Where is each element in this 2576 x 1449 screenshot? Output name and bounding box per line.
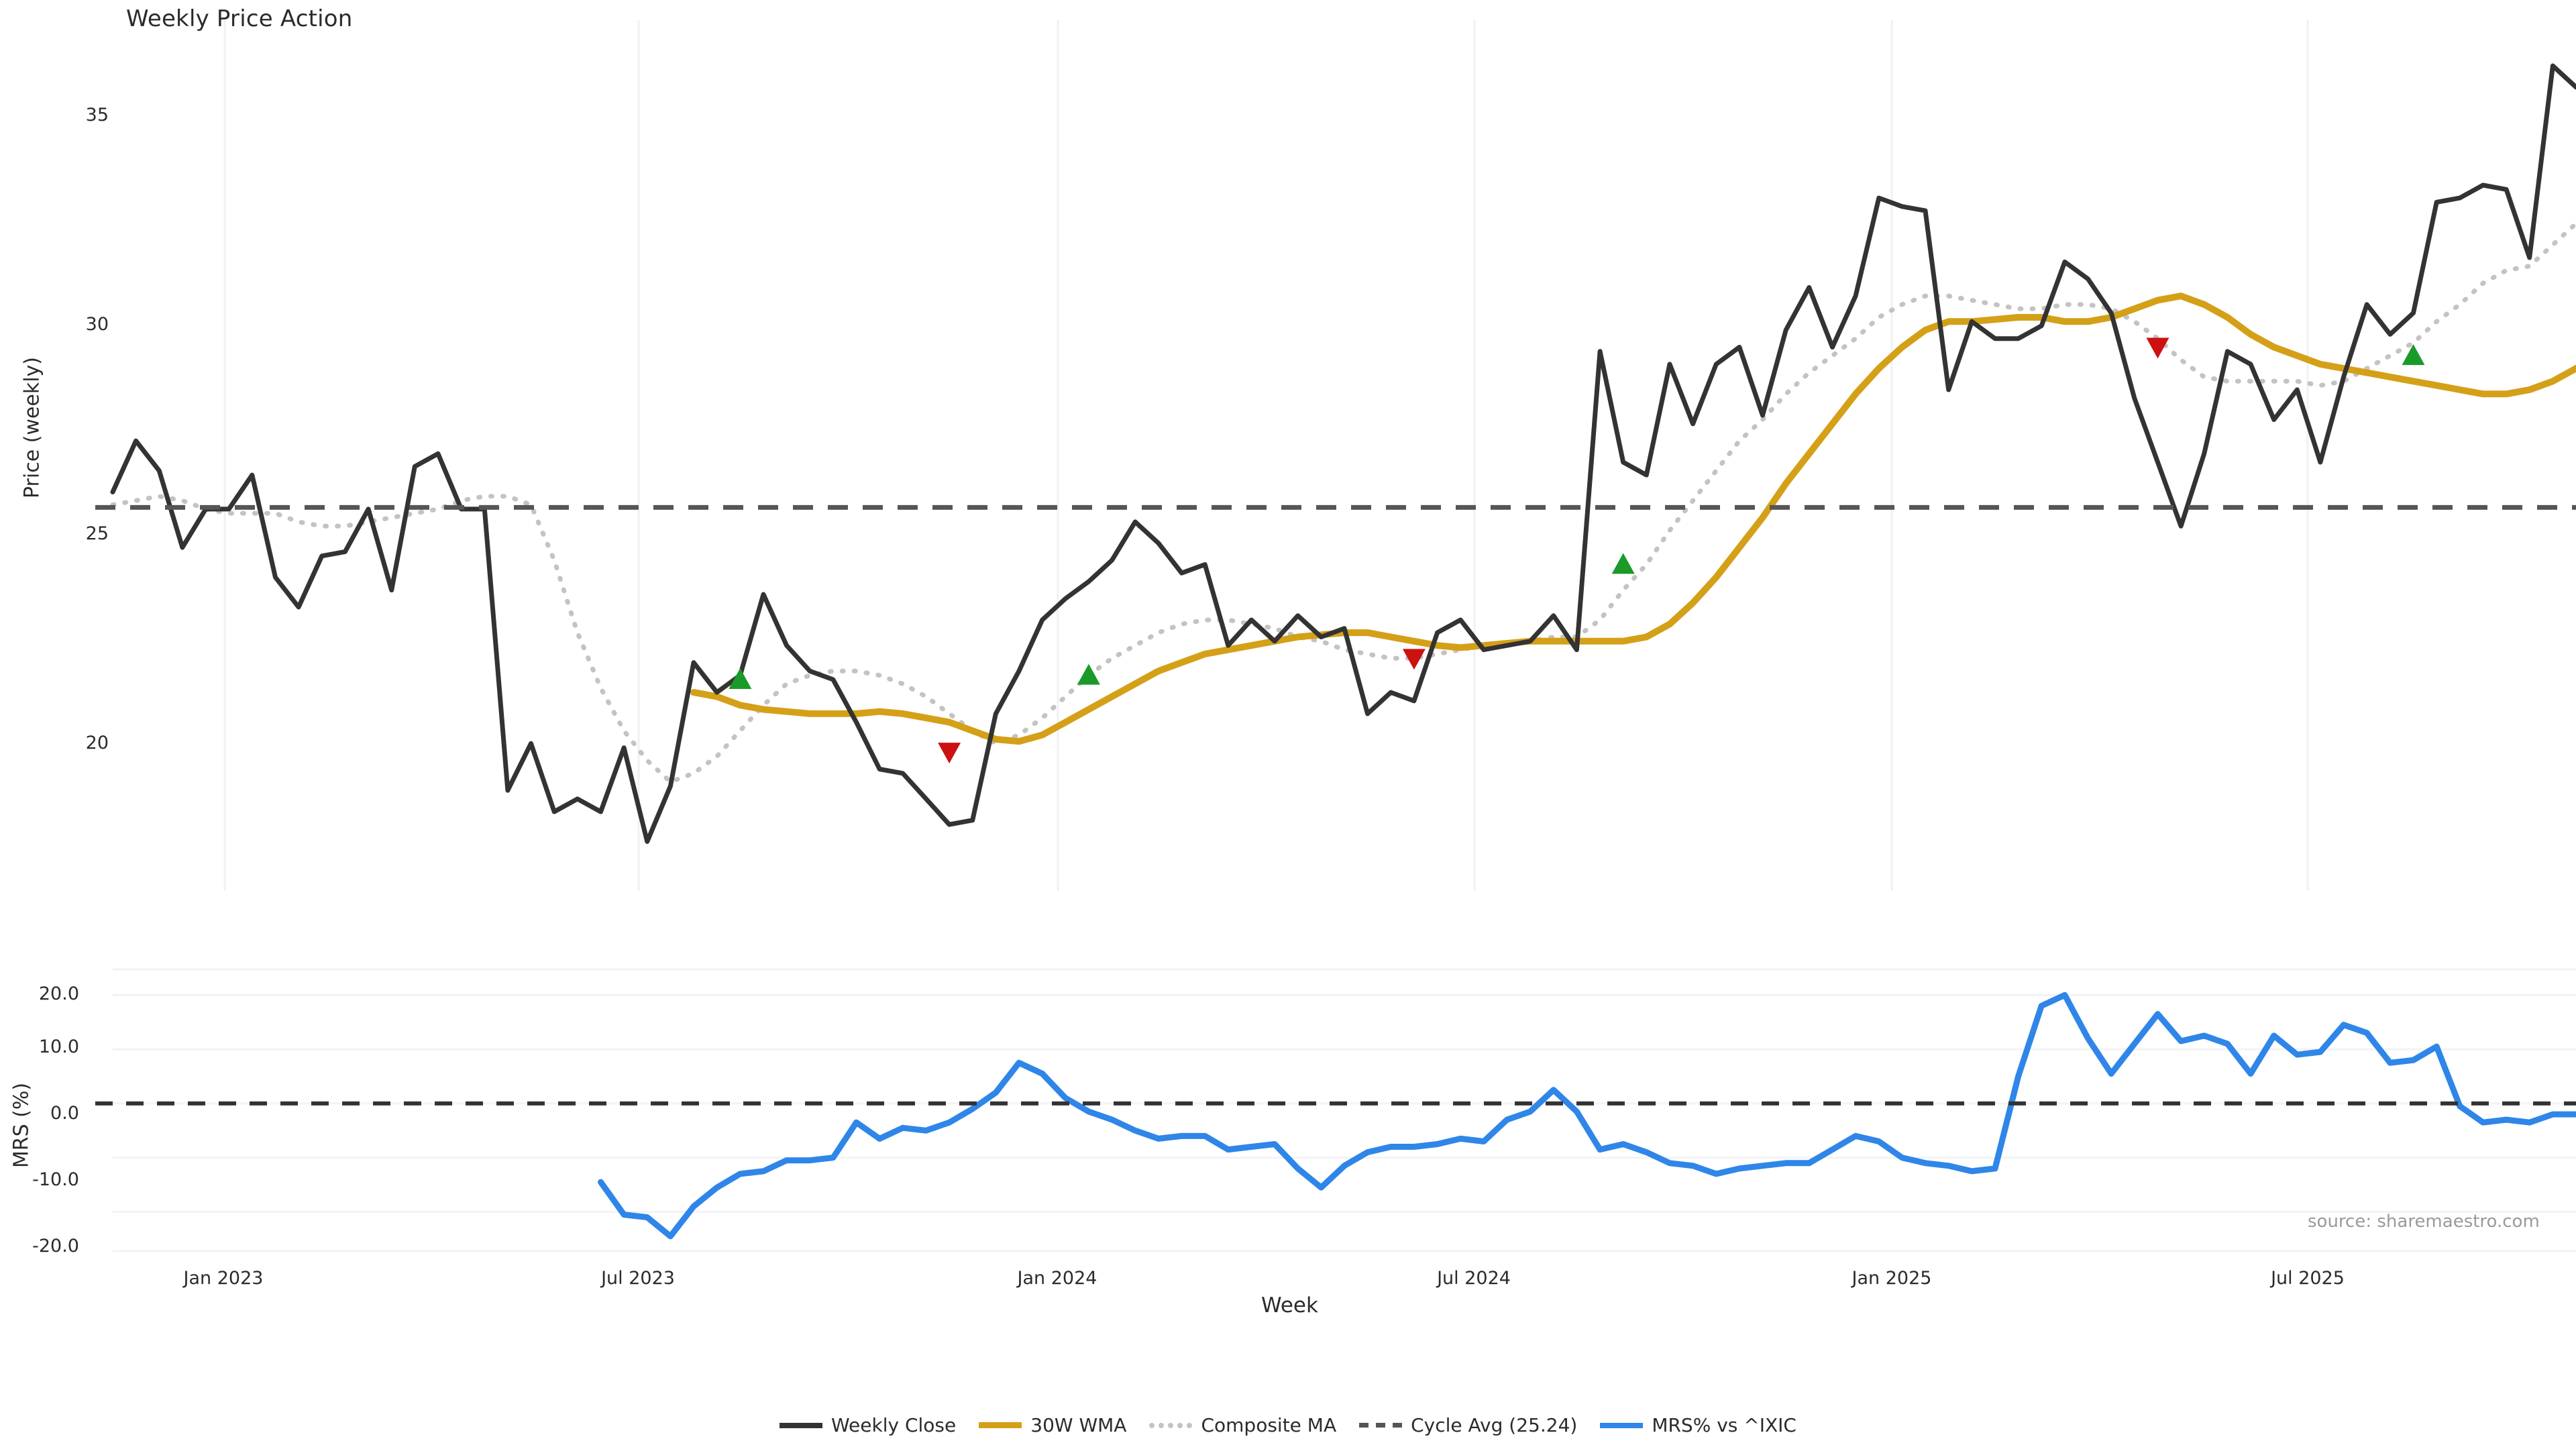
legend-item-composite-ma[interactable]: Composite MA <box>1149 1414 1336 1436</box>
xtick-jan-2025: Jan 2025 <box>1851 1268 1932 1289</box>
line-swatch-icon <box>780 1422 822 1428</box>
xtick-jul-2025: Jul 2025 <box>2271 1268 2345 1289</box>
xtick-jul-2023: Jul 2023 <box>601 1268 675 1289</box>
price-ytick-25: 25 <box>85 523 109 544</box>
price-ytick-20: 20 <box>85 733 109 753</box>
price-series-group <box>110 63 2576 844</box>
mrs-ytick-10: 10.0 <box>38 1036 79 1057</box>
weekly-close-line <box>110 63 2576 844</box>
buy-marker-6[interactable] <box>2402 344 2425 366</box>
line-swatch-icon <box>1600 1422 1644 1428</box>
line-swatch-icon <box>979 1422 1022 1428</box>
signal-markers-group <box>729 337 2425 764</box>
buy-marker-2[interactable] <box>1077 663 1100 685</box>
price-gridlines <box>223 20 2309 891</box>
sell-marker-1[interactable] <box>938 743 961 764</box>
x-axis-label: Week <box>1261 1293 1318 1318</box>
sell-marker-3[interactable] <box>1402 649 1426 670</box>
xtick-jan-2023: Jan 2023 <box>183 1268 264 1289</box>
legend-item-weekly-close[interactable]: Weekly Close <box>780 1414 956 1436</box>
wma-line <box>690 292 2576 745</box>
mrs-ytick-0: 0.0 <box>50 1103 79 1124</box>
mrs-gridlines <box>113 968 2576 1252</box>
mrs-ytick-20: 20.0 <box>38 983 79 1004</box>
buy-marker-4[interactable] <box>1611 553 1635 574</box>
legend-item-mrs[interactable]: MRS% vs ^IXIC <box>1600 1414 1796 1436</box>
legend-item-30w-wma[interactable]: 30W WMA <box>979 1414 1126 1436</box>
mrs-series-group <box>598 991 2576 1240</box>
mrs-ytick-m20: -20.0 <box>32 1236 79 1256</box>
price-ytick-35: 35 <box>85 105 109 125</box>
xtick-jul-2024: Jul 2024 <box>1437 1268 1511 1289</box>
legend-label: Composite MA <box>1201 1414 1337 1436</box>
xtick-jan-2024: Jan 2024 <box>1017 1268 1097 1289</box>
price-ytick-30: 30 <box>85 314 109 335</box>
legend-label: 30W WMA <box>1030 1414 1127 1436</box>
buy-marker-0[interactable] <box>729 668 752 689</box>
source-attribution: source: sharemaestro.com <box>2308 1212 2540 1232</box>
legend: Weekly Close 30W WMA Composite MA Cycle … <box>0 1414 2576 1436</box>
mrs-line <box>598 991 2576 1240</box>
legend-label: MRS% vs ^IXIC <box>1652 1414 1796 1436</box>
legend-label: Cycle Avg (25.24) <box>1411 1414 1578 1436</box>
legend-label: Weekly Close <box>831 1414 957 1436</box>
composite-ma-line <box>110 221 2576 784</box>
sell-marker-5[interactable] <box>2146 337 2169 359</box>
legend-item-cycle-avg[interactable]: Cycle Avg (25.24) <box>1359 1414 1577 1436</box>
mrs-ytick-m10: -10.0 <box>32 1169 79 1190</box>
dotted-line-swatch-icon <box>1149 1422 1193 1428</box>
page-title: Weekly Price Action <box>126 5 353 32</box>
dashed-line-swatch-icon <box>1359 1423 1403 1428</box>
